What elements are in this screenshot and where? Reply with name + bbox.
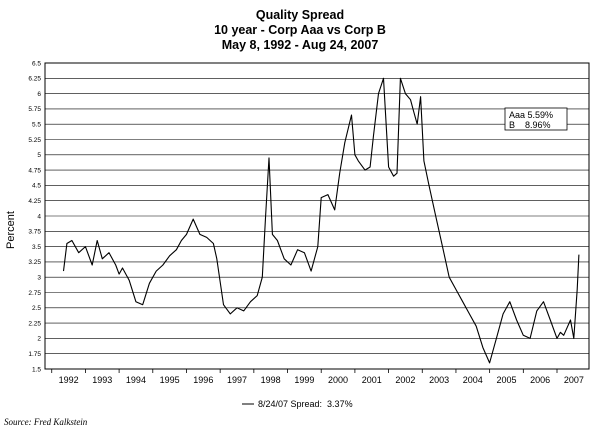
x-tick-label: 1999: [294, 375, 314, 385]
y-tick-label: 3.25: [28, 259, 41, 266]
annotation-border: [504, 107, 568, 131]
y-tick-label: 6.5: [32, 60, 41, 67]
y-tick-label: 6.25: [28, 76, 41, 83]
x-tick-label: 1994: [126, 375, 146, 385]
y-tick-label: 4.5: [32, 183, 41, 190]
chart-title: Quality Spread: [256, 8, 344, 22]
y-tick-label: 2.5: [32, 305, 41, 312]
x-tick-label: 1996: [193, 375, 213, 385]
chart-subtitle-series: 10 year - Corp Aaa vs Corp B: [214, 23, 386, 37]
x-tick-label: 2000: [328, 375, 348, 385]
y-tick-label: 6: [37, 91, 41, 98]
y-tick-label: 5: [37, 152, 41, 159]
x-tick-label: 1993: [92, 375, 112, 385]
legend: 8/24/07 Spread: 3.37%: [242, 399, 353, 409]
x-axis-ticks: 1992 1993 1994 1995 1996 1997 1998 1999 2000 2001…: [51, 369, 584, 385]
x-tick-label: 2006: [530, 375, 550, 385]
y-axis-ticks: 1.5 1.75 2 2.25 2.5 2.75 3 3.25 3.5 3.75 4 4.25 4.5 4…: [28, 60, 41, 373]
annotation-b: B 8.96%: [509, 120, 551, 130]
y-tick-label: 4.25: [28, 198, 41, 205]
x-tick-label: 1997: [227, 375, 247, 385]
x-tick-label: 2001: [362, 375, 382, 385]
y-tick-label: 4: [37, 213, 41, 220]
y-tick-label: 1.5: [32, 366, 41, 373]
x-tick-label: 1992: [59, 375, 79, 385]
x-tick-label: 2004: [463, 375, 483, 385]
x-tick-label: 2007: [564, 375, 584, 385]
y-tick-label: 5.25: [28, 137, 41, 144]
legend-label: 8/24/07 Spread: 3.37%: [258, 399, 353, 409]
annotation-aaa: Aaa 5.59%: [509, 110, 553, 120]
x-tick-label: 2002: [395, 375, 415, 385]
y-tick-label: 2: [37, 336, 41, 343]
spread-series-line: [62, 77, 580, 364]
source-note: Source: Fred Kalkstein: [4, 417, 88, 427]
y-tick-label: 4.75: [28, 167, 41, 174]
y-tick-label: 2.25: [28, 320, 41, 327]
y-axis-label: Percent: [5, 211, 17, 249]
y-tick-label: 1.75: [28, 351, 41, 358]
y-tick-label: 2.75: [28, 290, 41, 297]
x-tick-label: 1995: [160, 375, 180, 385]
y-tick-label: 3.5: [32, 244, 41, 251]
y-tick-label: 5.75: [28, 106, 41, 113]
y-tick-label: 3: [37, 275, 41, 282]
y-tick-label: 5.5: [32, 122, 41, 129]
annotation-box: Aaa 5.59% B 8.96%: [504, 107, 568, 131]
x-tick-label: 2003: [429, 375, 449, 385]
chart-subtitle-dates: May 8, 1992 - Aug 24, 2007: [222, 38, 379, 52]
y-tick-label: 3.75: [28, 229, 41, 236]
x-tick-label: 1998: [261, 375, 281, 385]
gridlines: [45, 78, 589, 355]
x-tick-label: 2005: [496, 375, 516, 385]
